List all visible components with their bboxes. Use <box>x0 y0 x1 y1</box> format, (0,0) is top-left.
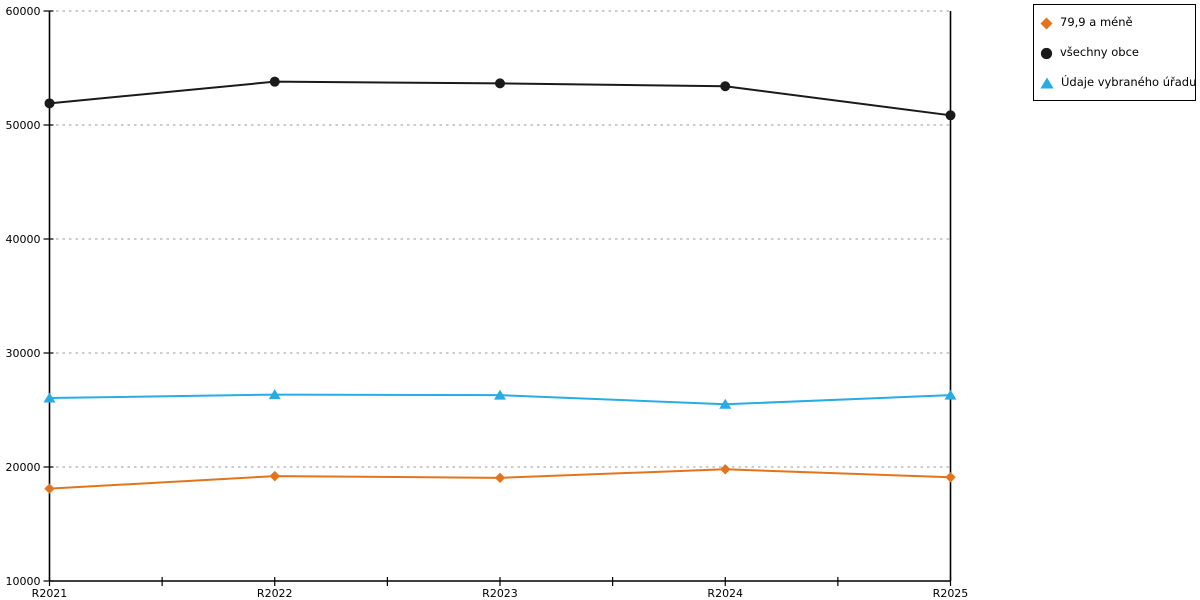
y-axis-tick-label: 50000 <box>6 119 41 132</box>
diamond-marker-icon <box>1040 17 1053 29</box>
circle-marker-icon <box>1040 47 1053 59</box>
data-point-triangle <box>43 392 56 403</box>
x-axis-tick-label: R2024 <box>707 587 743 600</box>
data-point-diamond <box>494 472 506 484</box>
data-point-triangle <box>719 398 732 409</box>
legend-label: Údaje vybraného úřadu <box>1061 74 1197 89</box>
data-point-diamond <box>269 470 280 482</box>
y-axis-tick-label: 60000 <box>6 5 41 18</box>
y-axis-tick-label: 40000 <box>6 233 41 246</box>
legend-item-vsechny-obce: všechny obce <box>1040 47 1189 60</box>
y-axis-tick-label: 30000 <box>6 347 41 360</box>
data-point-circle <box>945 110 956 121</box>
x-axis-tick-label: R2023 <box>482 587 518 600</box>
data-point-triangle <box>944 389 957 400</box>
data-point-circle <box>44 98 55 109</box>
x-axis-tick-label: R2021 <box>32 587 68 600</box>
data-point-diamond <box>44 483 55 494</box>
data-point-diamond <box>945 472 956 483</box>
legend-item-udaje-vybraneho-uradu: Údaje vybraného úřadu <box>1040 76 1196 89</box>
data-point-triangle <box>268 389 281 400</box>
data-point-triangle <box>494 389 506 400</box>
y-axis-tick-label: 20000 <box>6 461 41 474</box>
chart-legend: 79,9 a méně všechny obce Údaje vybraného… <box>1033 4 1196 101</box>
x-axis-tick-label: R2022 <box>257 587 293 600</box>
y-axis-tick-label: 10000 <box>6 575 41 588</box>
x-axis-tick-label: R2025 <box>933 587 969 600</box>
legend-label: všechny obce <box>1060 45 1139 60</box>
legend-item-79-9-a-mene: 79,9 a méně <box>1040 17 1189 30</box>
data-point-circle <box>269 76 280 87</box>
data-point-circle <box>495 78 505 89</box>
legend-label: 79,9 a méně <box>1060 15 1133 30</box>
triangle-marker-icon <box>1040 77 1054 88</box>
data-point-diamond <box>720 464 731 475</box>
data-point-circle <box>720 81 731 92</box>
